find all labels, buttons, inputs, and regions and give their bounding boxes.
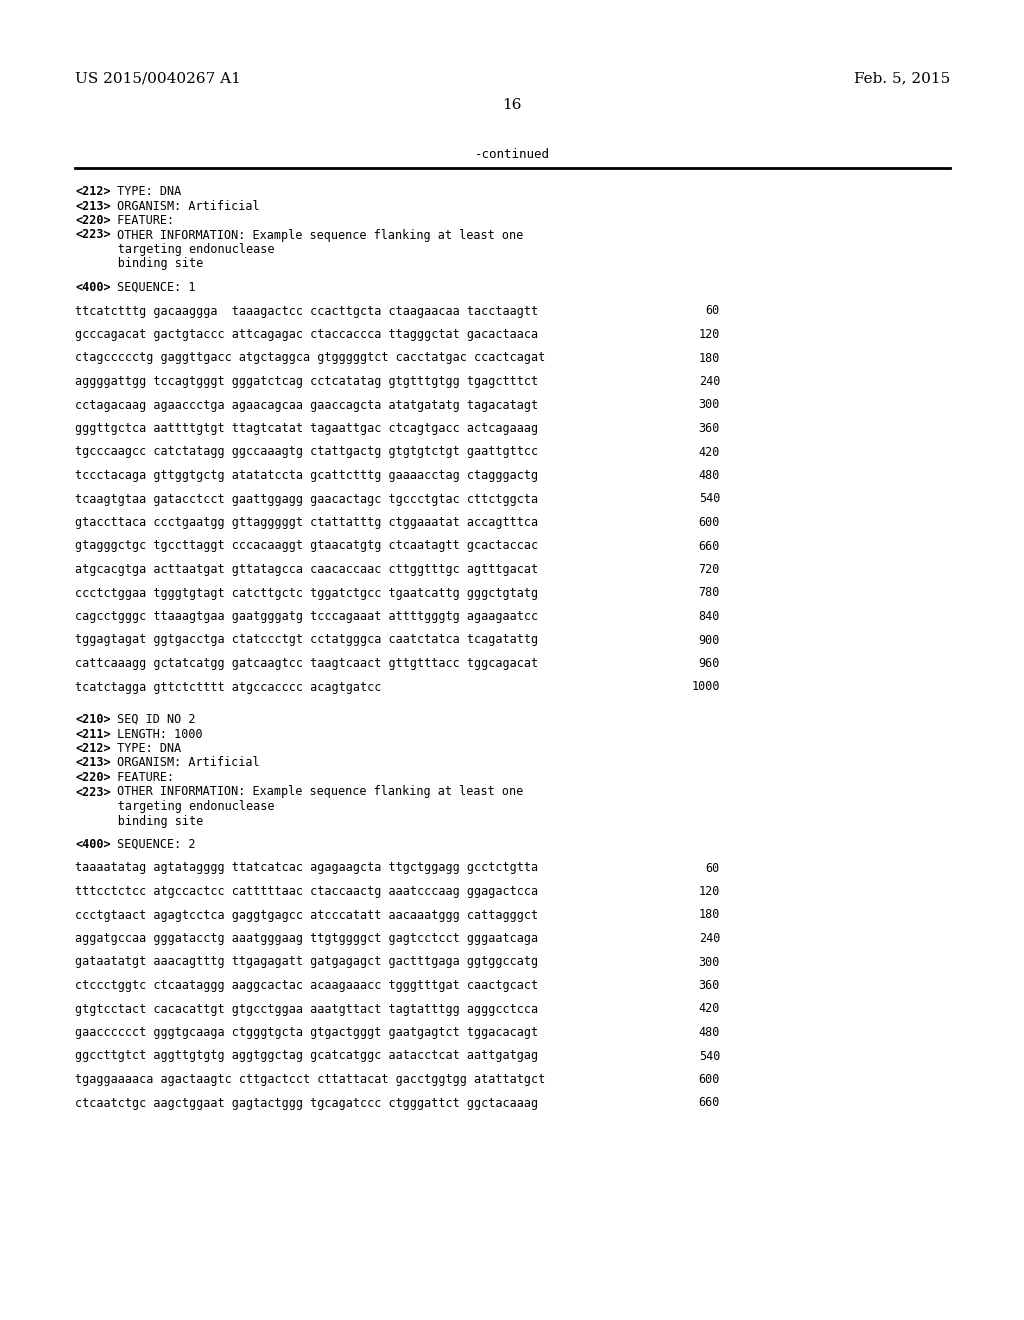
Text: ctagccccctg gaggttgacc atgctaggca gtgggggtct cacctatgac ccactcagat: ctagccccctg gaggttgacc atgctaggca gtgggg…	[75, 351, 545, 364]
Text: <220>: <220>	[75, 214, 111, 227]
Text: tggagtagat ggtgacctga ctatccctgt cctatgggca caatctatca tcagatattg: tggagtagat ggtgacctga ctatccctgt cctatgg…	[75, 634, 539, 647]
Text: 240: 240	[698, 932, 720, 945]
Text: <400>: <400>	[75, 838, 111, 851]
Text: -continued: -continued	[474, 149, 550, 161]
Text: <212>: <212>	[75, 185, 111, 198]
Text: <213>: <213>	[75, 199, 111, 213]
Text: tgaggaaaaca agactaagtc cttgactcct cttattacat gacctggtgg atattatgct: tgaggaaaaca agactaagtc cttgactcct cttatt…	[75, 1073, 545, 1086]
Text: 540: 540	[698, 492, 720, 506]
Text: 16: 16	[502, 98, 522, 112]
Text: <223>: <223>	[75, 228, 111, 242]
Text: SEQUENCE: 1: SEQUENCE: 1	[111, 281, 196, 294]
Text: 660: 660	[698, 540, 720, 553]
Text: 420: 420	[698, 1002, 720, 1015]
Text: <210>: <210>	[75, 713, 111, 726]
Text: tcaagtgtaa gatacctcct gaattggagg gaacactagc tgccctgtac cttctggcta: tcaagtgtaa gatacctcct gaattggagg gaacact…	[75, 492, 539, 506]
Text: gtaccttaca ccctgaatgg gttagggggt ctattatttg ctggaaatat accagtttca: gtaccttaca ccctgaatgg gttagggggt ctattat…	[75, 516, 539, 529]
Text: aggggattgg tccagtgggt gggatctcag cctcatatag gtgtttgtgg tgagctttct: aggggattgg tccagtgggt gggatctcag cctcata…	[75, 375, 539, 388]
Text: gggttgctca aattttgtgt ttagtcatat tagaattgac ctcagtgacc actcagaaag: gggttgctca aattttgtgt ttagtcatat tagaatt…	[75, 422, 539, 436]
Text: 720: 720	[698, 564, 720, 576]
Text: tccctacaga gttggtgctg atatatccta gcattctttg gaaaacctag ctagggactg: tccctacaga gttggtgctg atatatccta gcattct…	[75, 469, 539, 482]
Text: cagcctgggc ttaaagtgaa gaatgggatg tcccagaaat attttgggtg agaagaatcc: cagcctgggc ttaaagtgaa gaatgggatg tcccaga…	[75, 610, 539, 623]
Text: 180: 180	[698, 351, 720, 364]
Text: 420: 420	[698, 446, 720, 458]
Text: 840: 840	[698, 610, 720, 623]
Text: targeting endonuclease: targeting endonuclease	[75, 800, 274, 813]
Text: ggccttgtct aggttgtgtg aggtggctag gcatcatggc aatacctcat aattgatgag: ggccttgtct aggttgtgtg aggtggctag gcatcat…	[75, 1049, 539, 1063]
Text: 960: 960	[698, 657, 720, 671]
Text: <212>: <212>	[75, 742, 111, 755]
Text: tttcctctcc atgccactcc catttttaac ctaccaactg aaatcccaag ggagactcca: tttcctctcc atgccactcc catttttaac ctaccaa…	[75, 884, 539, 898]
Text: gataatatgt aaacagtttg ttgagagatt gatgagagct gactttgaga ggtggccatg: gataatatgt aaacagtttg ttgagagatt gatgaga…	[75, 956, 539, 969]
Text: US 2015/0040267 A1: US 2015/0040267 A1	[75, 71, 241, 84]
Text: gtgtcctact cacacattgt gtgcctggaa aaatgttact tagtatttgg agggcctcca: gtgtcctact cacacattgt gtgcctggaa aaatgtt…	[75, 1002, 539, 1015]
Text: 360: 360	[698, 979, 720, 993]
Text: 480: 480	[698, 1026, 720, 1039]
Text: TYPE: DNA: TYPE: DNA	[111, 185, 181, 198]
Text: atgcacgtga acttaatgat gttatagcca caacaccaac cttggtttgc agtttgacat: atgcacgtga acttaatgat gttatagcca caacacc…	[75, 564, 539, 576]
Text: tgcccaagcc catctatagg ggccaaagtg ctattgactg gtgtgtctgt gaattgttcc: tgcccaagcc catctatagg ggccaaagtg ctattga…	[75, 446, 539, 458]
Text: 60: 60	[706, 862, 720, 874]
Text: targeting endonuclease: targeting endonuclease	[75, 243, 274, 256]
Text: gtagggctgc tgccttaggt cccacaaggt gtaacatgtg ctcaatagtt gcactaccac: gtagggctgc tgccttaggt cccacaaggt gtaacat…	[75, 540, 539, 553]
Text: 300: 300	[698, 399, 720, 412]
Text: tcatctagga gttctctttt atgccacccc acagtgatcc: tcatctagga gttctctttt atgccacccc acagtga…	[75, 681, 381, 693]
Text: ORGANISM: Artificial: ORGANISM: Artificial	[111, 199, 260, 213]
Text: 240: 240	[698, 375, 720, 388]
Text: ttcatctttg gacaaggga  taaagactcc ccacttgcta ctaagaacaa tacctaagtt: ttcatctttg gacaaggga taaagactcc ccacttgc…	[75, 305, 539, 318]
Text: <213>: <213>	[75, 756, 111, 770]
Text: aggatgccaa gggatacctg aaatgggaag ttgtggggct gagtcctcct gggaatcaga: aggatgccaa gggatacctg aaatgggaag ttgtggg…	[75, 932, 539, 945]
Text: 480: 480	[698, 469, 720, 482]
Text: Feb. 5, 2015: Feb. 5, 2015	[854, 71, 950, 84]
Text: 600: 600	[698, 516, 720, 529]
Text: <220>: <220>	[75, 771, 111, 784]
Text: SEQUENCE: 2: SEQUENCE: 2	[111, 838, 196, 851]
Text: OTHER INFORMATION: Example sequence flanking at least one: OTHER INFORMATION: Example sequence flan…	[111, 228, 523, 242]
Text: cctagacaag agaaccctga agaacagcaa gaaccagcta atatgatatg tagacatagt: cctagacaag agaaccctga agaacagcaa gaaccag…	[75, 399, 539, 412]
Text: FEATURE:: FEATURE:	[111, 214, 175, 227]
Text: binding site: binding site	[75, 257, 203, 271]
Text: FEATURE:: FEATURE:	[111, 771, 175, 784]
Text: 360: 360	[698, 422, 720, 436]
Text: ORGANISM: Artificial: ORGANISM: Artificial	[111, 756, 260, 770]
Text: <211>: <211>	[75, 727, 111, 741]
Text: 900: 900	[698, 634, 720, 647]
Text: cattcaaagg gctatcatgg gatcaagtcc taagtcaact gttgtttacc tggcagacat: cattcaaagg gctatcatgg gatcaagtcc taagtca…	[75, 657, 539, 671]
Text: taaaatatag agtatagggg ttatcatcac agagaagcta ttgctggagg gcctctgtta: taaaatatag agtatagggg ttatcatcac agagaag…	[75, 862, 539, 874]
Text: 600: 600	[698, 1073, 720, 1086]
Text: ctcaatctgc aagctggaat gagtactggg tgcagatccc ctgggattct ggctacaaag: ctcaatctgc aagctggaat gagtactggg tgcagat…	[75, 1097, 539, 1110]
Text: 660: 660	[698, 1097, 720, 1110]
Text: 120: 120	[698, 327, 720, 341]
Text: SEQ ID NO 2: SEQ ID NO 2	[111, 713, 196, 726]
Text: binding site: binding site	[75, 814, 203, 828]
Text: 540: 540	[698, 1049, 720, 1063]
Text: 300: 300	[698, 956, 720, 969]
Text: ccctgtaact agagtcctca gaggtgagcc atcccatatt aacaaatggg cattagggct: ccctgtaact agagtcctca gaggtgagcc atcccat…	[75, 908, 539, 921]
Text: LENGTH: 1000: LENGTH: 1000	[111, 727, 203, 741]
Text: ctccctggtc ctcaataggg aaggcactac acaagaaacc tgggtttgat caactgcact: ctccctggtc ctcaataggg aaggcactac acaagaa…	[75, 979, 539, 993]
Text: 1000: 1000	[691, 681, 720, 693]
Text: OTHER INFORMATION: Example sequence flanking at least one: OTHER INFORMATION: Example sequence flan…	[111, 785, 523, 799]
Text: <400>: <400>	[75, 281, 111, 294]
Text: <223>: <223>	[75, 785, 111, 799]
Text: gaacccccct gggtgcaaga ctgggtgcta gtgactgggt gaatgagtct tggacacagt: gaacccccct gggtgcaaga ctgggtgcta gtgactg…	[75, 1026, 539, 1039]
Text: ccctctggaa tgggtgtagt catcttgctc tggatctgcc tgaatcattg gggctgtatg: ccctctggaa tgggtgtagt catcttgctc tggatct…	[75, 586, 539, 599]
Text: gcccagacat gactgtaccc attcagagac ctaccaccca ttagggctat gacactaaca: gcccagacat gactgtaccc attcagagac ctaccac…	[75, 327, 539, 341]
Text: 180: 180	[698, 908, 720, 921]
Text: 120: 120	[698, 884, 720, 898]
Text: TYPE: DNA: TYPE: DNA	[111, 742, 181, 755]
Text: 780: 780	[698, 586, 720, 599]
Text: 60: 60	[706, 305, 720, 318]
